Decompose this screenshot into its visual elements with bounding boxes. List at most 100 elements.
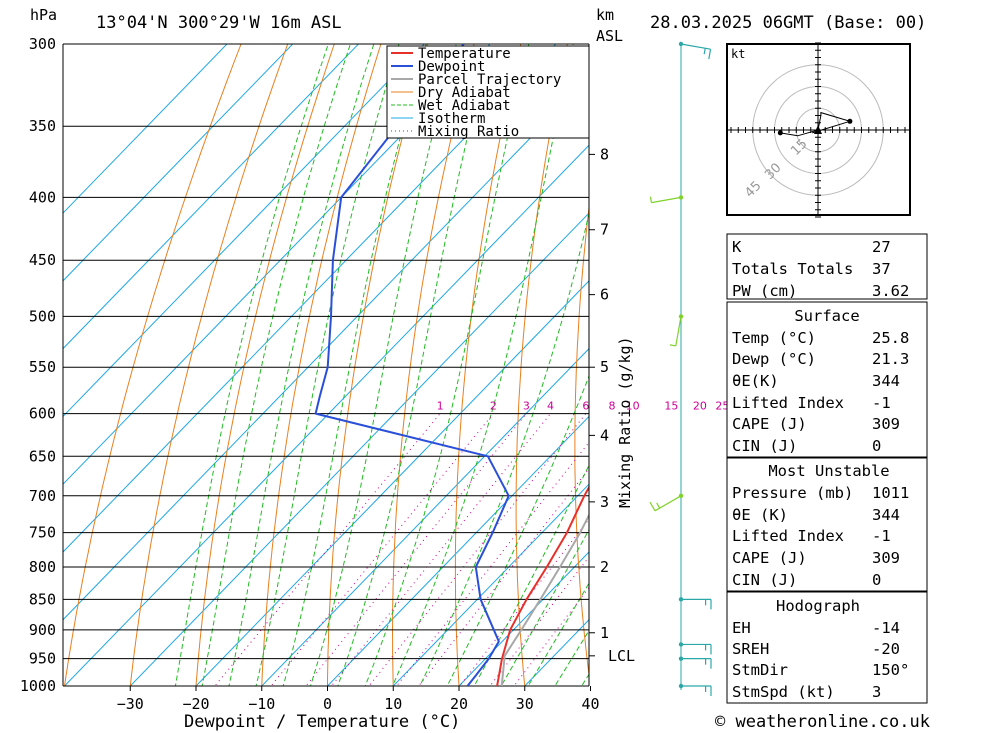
wet-adiabat-line — [309, 44, 457, 686]
wind-barb-shaft — [680, 43, 711, 50]
wind-barb-shaft — [654, 495, 682, 512]
surface-value-temp: 25.8 — [872, 329, 909, 347]
isotherm-line — [392, 483, 589, 686]
wind-barb — [678, 642, 712, 655]
wind-barb-dot — [678, 195, 684, 200]
mixing-ratio-label: 10 — [626, 400, 640, 413]
mixing-ratio-labels: 1 2 3 4 6 8 10 15 20 25 — [437, 400, 730, 413]
km-tick-label: 5 — [600, 358, 609, 376]
surface-value-cin: 0 — [872, 437, 881, 455]
indices-table: K 27 Totals Totals 37 PW (cm) 3.62 — [726, 233, 928, 300]
legend-dewpoint: Dewpoint — [418, 59, 485, 75]
legend-mixing-ratio: Mixing Ratio — [418, 124, 519, 140]
surface-value-li: -1 — [872, 394, 891, 412]
mu-value-cin: 0 — [872, 571, 881, 589]
dry-adiabat-line — [940, 0, 1000, 712]
pressure-tick-label: 850 — [29, 590, 56, 608]
pressure-tick-label: 1000 — [20, 677, 56, 695]
surface-label-cin: CIN (J) — [732, 437, 797, 455]
mixing-ratio-line — [305, 413, 527, 686]
km-tick-label: 6 — [600, 286, 609, 304]
wet-adiabat-line — [500, 528, 589, 686]
wind-barb-flag — [703, 48, 706, 55]
x-tick-label: 0 — [323, 695, 332, 713]
hodo-label-sreh: SREH — [732, 640, 769, 658]
legend-temperature: Temperature — [418, 46, 511, 62]
index-label-k: K — [732, 238, 742, 256]
wind-barb — [678, 683, 712, 696]
mixing-ratio-label: 2 — [490, 400, 497, 413]
index-label-pw: PW (cm) — [732, 282, 797, 300]
wet-adiabat-line — [419, 211, 589, 686]
mixing-ratio-line — [417, 468, 589, 686]
isotherm-line — [63, 144, 589, 686]
x-tick-label: −30 — [117, 695, 144, 713]
wind-barb — [649, 195, 684, 204]
wind-barb-flag — [649, 501, 656, 512]
hpa-unit-label: hPa — [30, 6, 57, 24]
wind-barb-flag — [708, 49, 712, 60]
mixing-ratio-axis-title: Mixing Ratio (g/kg) — [616, 336, 634, 508]
pressure-tick-label: 650 — [29, 447, 56, 465]
temperature-line — [496, 485, 589, 686]
dry-adiabat-line — [195, 44, 335, 686]
mixing-ratio-line — [489, 556, 589, 686]
mixing-ratio-line — [330, 413, 551, 686]
mixing-ratio-line — [270, 413, 494, 686]
pressure-tick-label: 350 — [29, 117, 56, 135]
index-value-pw: 3.62 — [872, 282, 909, 300]
surface-value-cape: 309 — [872, 415, 900, 433]
surface-label-li: Lifted Index — [732, 394, 844, 412]
wind-barb-dot — [678, 314, 684, 319]
isotherm-line — [63, 44, 228, 214]
wind-barb — [678, 41, 712, 60]
surface-label-thetae: θE(K) — [732, 372, 779, 390]
index-label-totals: Totals Totals — [732, 260, 853, 278]
dry-adiabat-line — [632, 0, 679, 712]
isotherm-line — [63, 76, 589, 621]
most-unstable-title: Most Unstable — [768, 462, 889, 480]
datetime-title: 28.03.2025 06GMT (Base: 00) — [650, 13, 926, 33]
pressure-tick-label: 600 — [29, 405, 56, 423]
dry-adiabat-line — [129, 44, 289, 686]
hodograph-table-title: Hodograph — [776, 597, 860, 615]
legend-box — [386, 45, 590, 139]
wind-barb-dot — [678, 41, 684, 47]
mu-label-li: Lifted Index — [732, 527, 844, 545]
pressure-tick-label: 450 — [29, 251, 56, 269]
mixing-ratio-label: 3 — [523, 400, 530, 413]
location-title: 13°04'N 300°29'W 16m ASL — [96, 13, 342, 33]
x-tick-label: 30 — [516, 695, 534, 713]
mixing-ratio-line — [214, 413, 441, 686]
hodograph-point-dot — [847, 118, 853, 124]
x-tick-label: 10 — [384, 695, 402, 713]
legend: Temperature Dewpoint Parcel Trajectory D… — [386, 45, 590, 140]
hodo-value-eh: -14 — [872, 619, 900, 637]
x-tick-label: −20 — [182, 695, 209, 713]
mu-value-li: -1 — [872, 527, 891, 545]
mixing-ratio-lines — [214, 413, 589, 686]
wind-barb-dot — [678, 656, 684, 661]
isotherm-line — [195, 280, 589, 686]
surface-label-dewp: Dewp (°C) — [732, 350, 816, 368]
isotherm-line — [458, 551, 589, 686]
km-unit-label: km — [596, 6, 614, 24]
dry-adiabat-line — [63, 44, 242, 686]
isotherm-line — [261, 347, 589, 686]
x-axis-title: Dewpoint / Temperature (°C) — [184, 712, 460, 732]
isobar-lines — [63, 43, 589, 687]
wind-barb — [678, 597, 712, 610]
wind-barb — [669, 314, 684, 347]
pressure-tick-label: 950 — [29, 650, 56, 668]
pressure-tick-label: 750 — [29, 524, 56, 542]
wind-barb-dot — [678, 597, 684, 602]
mu-value-thetae: 344 — [872, 506, 900, 524]
most-unstable-box — [726, 457, 928, 592]
hodograph-start-dot — [777, 130, 783, 136]
wind-barb-flag — [669, 344, 676, 347]
wet-adiabat-line — [527, 582, 589, 686]
hodo-label-stmspd: StmSpd (kt) — [732, 683, 835, 701]
wind-barb-dot — [678, 642, 684, 647]
wind-barb-column — [649, 41, 712, 696]
indices-box — [726, 233, 928, 300]
